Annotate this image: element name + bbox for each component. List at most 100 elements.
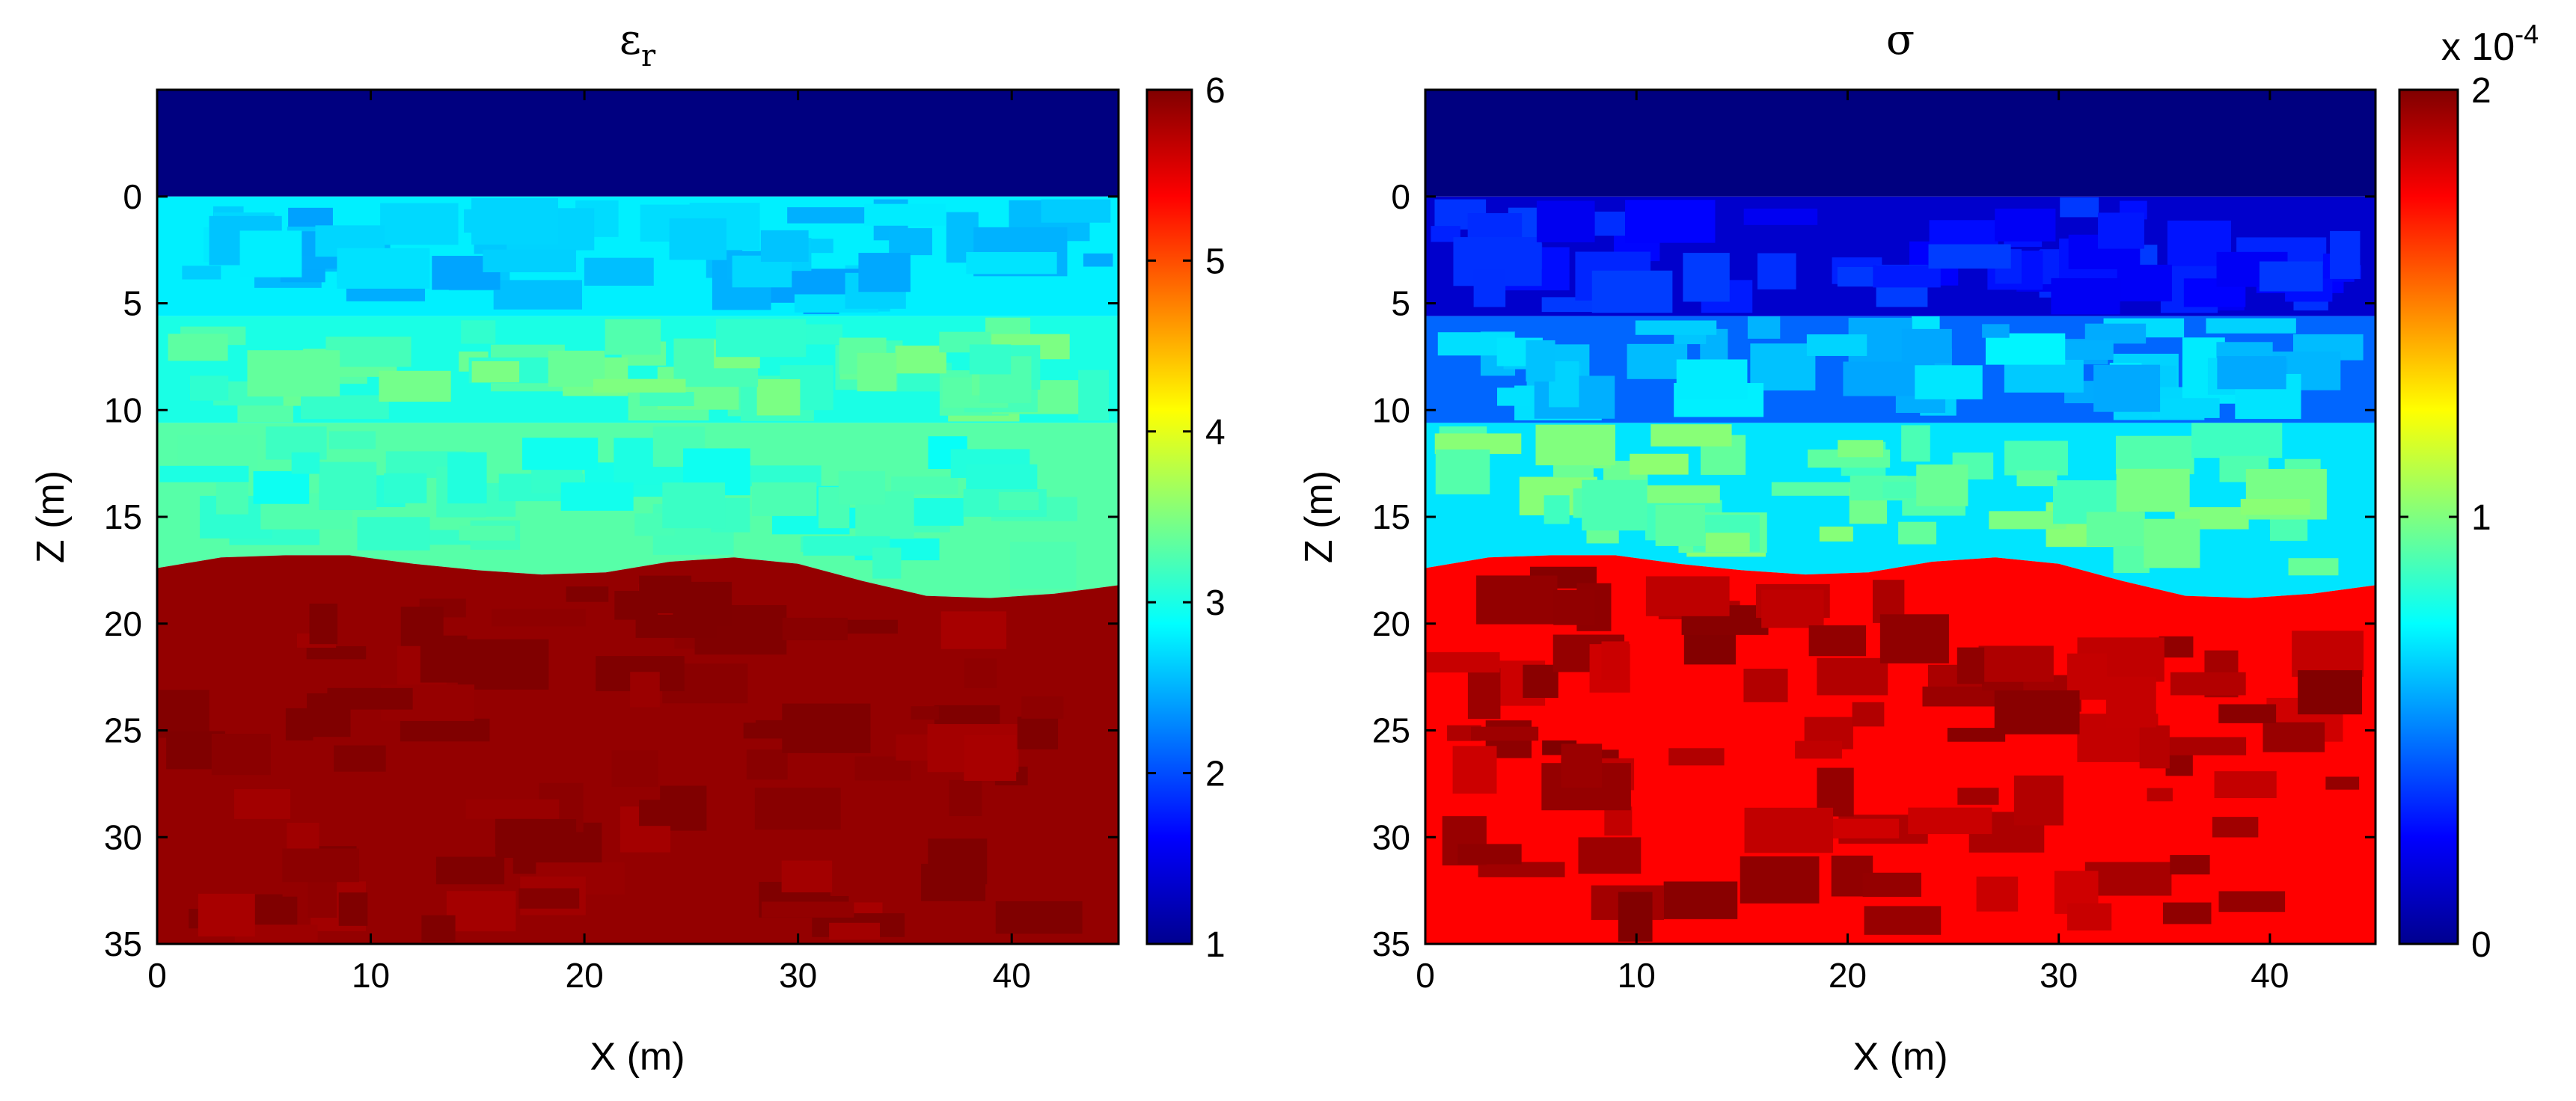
texture-patch: [673, 581, 732, 626]
texture-patch: [1901, 328, 1952, 364]
texture-patch: [2004, 441, 2068, 476]
texture-patch: [1535, 424, 1615, 466]
texture-patch: [346, 287, 426, 301]
texture-patch: [2217, 356, 2286, 390]
texture-patch: [2170, 855, 2210, 875]
x-tick-label: 10: [1618, 956, 1656, 995]
texture-patch: [380, 203, 459, 245]
y-tick-label: 35: [104, 924, 142, 963]
x-axis-label-conductivity: X (m): [1853, 1035, 1948, 1079]
texture-patch: [306, 646, 367, 660]
texture-patch: [2218, 704, 2277, 723]
colorbar-tick-label: 3: [1205, 583, 1226, 623]
texture-patch: [2214, 771, 2277, 799]
texture-patch: [2216, 342, 2273, 359]
texture-patch: [492, 608, 586, 627]
texture-patch: [1663, 881, 1738, 919]
texture-patch: [239, 230, 302, 277]
texture-patch: [233, 789, 291, 819]
texture-patch: [334, 745, 386, 772]
texture-patch: [593, 378, 686, 393]
texture-patch: [459, 525, 515, 541]
texture-patch: [1473, 269, 1506, 307]
texture-patch: [1915, 365, 1983, 399]
texture-patch: [715, 319, 807, 358]
texture-patch: [1017, 717, 1059, 749]
texture-patch: [518, 888, 580, 909]
texture-patch: [1743, 669, 1788, 702]
texture-patch: [1683, 253, 1730, 302]
texture-patch: [2218, 891, 2286, 913]
texture-patch: [1676, 359, 1748, 399]
texture-patch: [940, 611, 1007, 649]
texture-patch: [864, 203, 946, 226]
x-tick-label: 20: [1829, 956, 1867, 995]
colorbar-tick-label: 5: [1205, 242, 1226, 281]
texture-patch: [291, 452, 320, 474]
texture-patch: [215, 482, 248, 515]
y-tick-label: 20: [1372, 604, 1410, 643]
texture-patch: [1744, 807, 1834, 853]
heatmap-conductivity: [1425, 90, 2375, 944]
texture-patch: [1947, 728, 2006, 742]
x-tick-label: 40: [993, 956, 1031, 995]
texture-patch: [639, 800, 688, 826]
y-tick-label: 0: [1391, 177, 1410, 216]
texture-patch: [2116, 468, 2190, 512]
texture-patch: [465, 799, 560, 819]
texture-patch: [1452, 746, 1497, 794]
texture-patch: [829, 922, 881, 940]
texture-patch: [1740, 856, 1820, 904]
texture-patch: [928, 838, 988, 885]
texture-patch: [282, 848, 359, 883]
texture-patch: [2170, 672, 2246, 696]
texture-patch: [1976, 876, 2019, 912]
texture-patch: [2212, 817, 2259, 838]
texture-patch: [295, 255, 350, 269]
texture-patch: [1467, 213, 1523, 242]
texture-patch: [1526, 340, 1555, 382]
texture-patch: [1771, 482, 1863, 496]
chart-title-conductivity: σ: [1886, 16, 1915, 64]
texture-patch: [669, 218, 726, 260]
texture-patch: [2240, 498, 2310, 515]
texture-patch: [1817, 657, 1888, 696]
texture-patch: [1578, 837, 1642, 874]
texture-patch: [1864, 906, 1942, 935]
texture-patch: [2330, 230, 2361, 279]
texture-patch: [1795, 740, 1842, 759]
texture-patch: [1618, 892, 1653, 942]
colorbar-tick-label: 2: [2471, 71, 2491, 111]
texture-patch: [895, 346, 946, 374]
texture-patch: [639, 392, 694, 406]
texture-patch: [457, 639, 549, 690]
x-tick-label: 10: [352, 956, 390, 995]
texture-patch: [493, 280, 582, 310]
colorbar-tick-label: 1: [2471, 498, 2491, 538]
texture-patch: [998, 491, 1039, 510]
texture-patch: [662, 482, 726, 529]
texture-patch: [1852, 702, 1885, 727]
texture-patch: [1957, 647, 1985, 684]
colorbar-tick-label: 6: [1205, 71, 1226, 111]
texture-patch: [964, 734, 1017, 782]
texture-patch: [301, 395, 389, 420]
colorbar-permittivity: 1 2 3 4 5 6: [1145, 71, 1226, 965]
texture-patch: [308, 876, 337, 918]
texture-patch: [1655, 505, 1705, 546]
texture-patch: [1757, 253, 1796, 289]
texture-patch: [966, 251, 1057, 275]
texture-patch: [1862, 872, 1921, 898]
texture-patch: [964, 658, 997, 688]
texture-patch: [872, 548, 902, 579]
texture-patch: [1747, 316, 1781, 339]
texture-patch: [1467, 668, 1501, 720]
y-axis-label-permittivity: Z (m): [29, 470, 73, 563]
texture-patch: [2098, 212, 2144, 249]
texture-patch: [2084, 862, 2172, 896]
y-tick-label: 25: [1372, 711, 1410, 750]
colorbar-conductivity: 0 1 2 x 10-4: [2398, 19, 2539, 965]
texture-patch: [969, 344, 1012, 375]
texture-patch: [2139, 725, 2170, 769]
